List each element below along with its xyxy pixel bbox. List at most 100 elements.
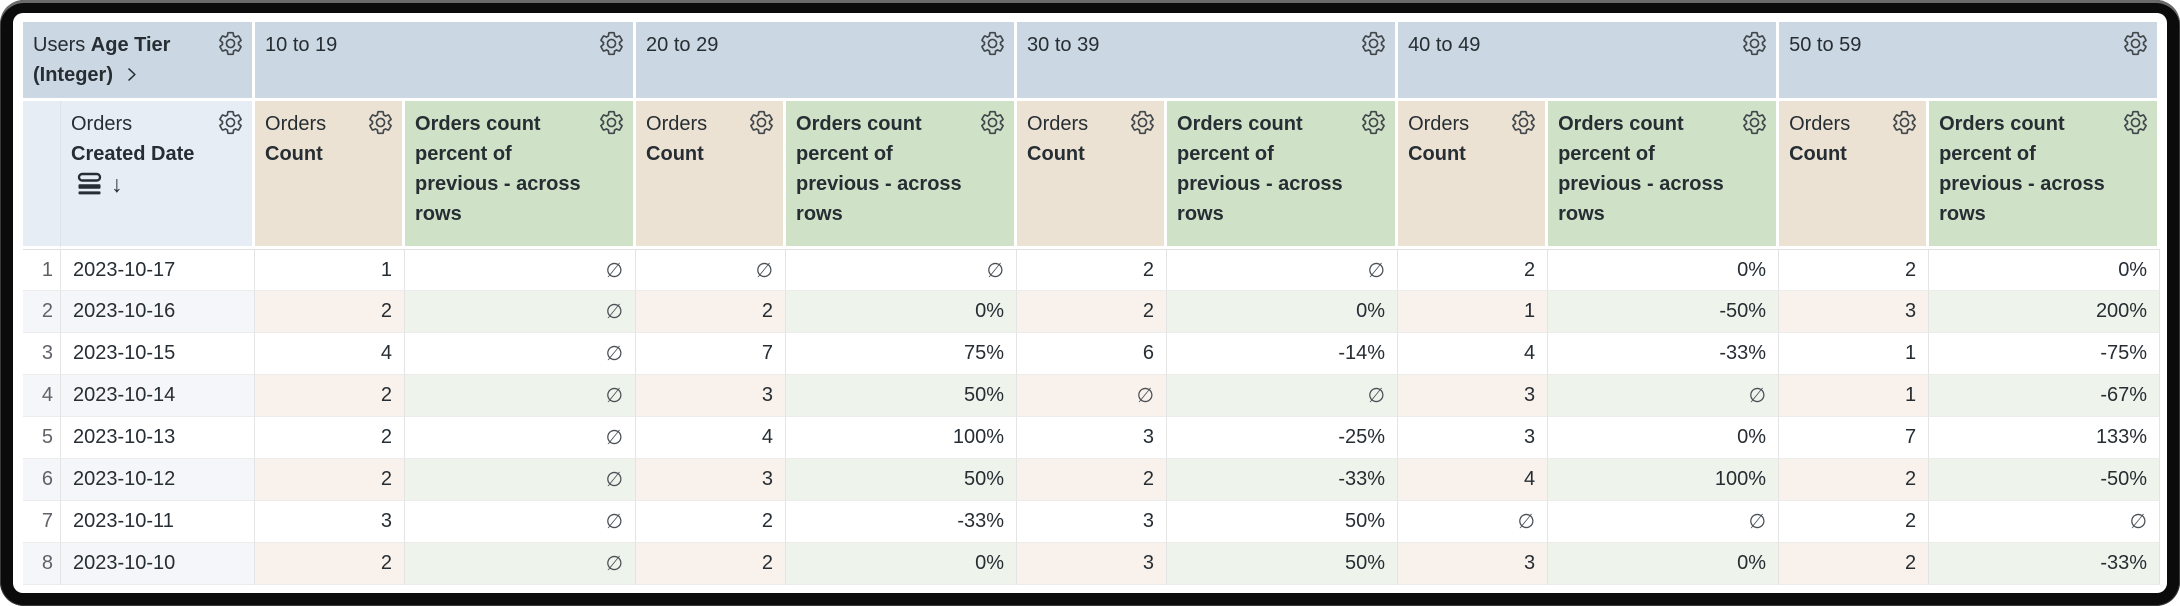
percent-cell[interactable]: ∅ bbox=[405, 333, 637, 375]
percent-of-previous-header[interactable]: Orders count percent of previous - acros… bbox=[1929, 101, 2161, 249]
percent-cell[interactable]: 0% bbox=[1548, 417, 1780, 459]
orders-count-cell[interactable]: 2 bbox=[1017, 459, 1168, 501]
pivot-header-20-to-29[interactable]: 20 to 29 bbox=[636, 22, 1018, 101]
percent-cell[interactable]: -75% bbox=[1929, 333, 2161, 375]
orders-count-cell[interactable]: 2 bbox=[636, 543, 787, 585]
date-cell[interactable]: 2023-10-15 bbox=[61, 333, 256, 375]
orders-count-cell[interactable]: 4 bbox=[1398, 459, 1549, 501]
orders-count-header[interactable]: Orders Count bbox=[1017, 101, 1168, 249]
orders-count-header[interactable]: Orders Count bbox=[1398, 101, 1549, 249]
percent-cell[interactable]: 50% bbox=[786, 459, 1018, 501]
percent-cell[interactable]: 50% bbox=[1167, 501, 1399, 543]
orders-count-cell[interactable]: 7 bbox=[636, 333, 787, 375]
orders-count-cell[interactable]: 1 bbox=[255, 249, 406, 291]
orders-count-cell[interactable]: 2 bbox=[636, 291, 787, 333]
orders-count-cell[interactable]: 3 bbox=[1017, 543, 1168, 585]
gear-icon[interactable] bbox=[1741, 30, 1768, 57]
gear-icon[interactable] bbox=[1510, 109, 1537, 136]
orders-count-cell[interactable]: ∅ bbox=[1398, 501, 1549, 543]
date-cell[interactable]: 2023-10-10 bbox=[61, 543, 256, 585]
percent-cell[interactable]: 0% bbox=[1167, 291, 1399, 333]
date-cell[interactable]: 2023-10-14 bbox=[61, 375, 256, 417]
percent-cell[interactable]: 0% bbox=[1548, 543, 1780, 585]
percent-cell[interactable]: 0% bbox=[786, 291, 1018, 333]
pivot-header-50-to-59[interactable]: 50 to 59 bbox=[1779, 22, 2161, 101]
orders-count-cell[interactable]: 4 bbox=[255, 333, 406, 375]
gear-icon[interactable] bbox=[217, 109, 244, 136]
percent-cell[interactable]: ∅ bbox=[405, 543, 637, 585]
orders-count-header[interactable]: Orders Count bbox=[1779, 101, 1930, 249]
pivot-header-40-to-49[interactable]: 40 to 49 bbox=[1398, 22, 1780, 101]
gear-icon[interactable] bbox=[367, 109, 394, 136]
gear-icon[interactable] bbox=[979, 30, 1006, 57]
sort-descending-arrow-icon[interactable]: ↓ bbox=[111, 171, 123, 197]
chevron-right-icon[interactable] bbox=[123, 66, 140, 83]
percent-of-previous-header[interactable]: Orders count percent of previous - acros… bbox=[1167, 101, 1399, 249]
orders-count-cell[interactable]: 3 bbox=[1779, 291, 1930, 333]
percent-of-previous-header[interactable]: Orders count percent of previous - acros… bbox=[1548, 101, 1780, 249]
gear-icon[interactable] bbox=[598, 109, 625, 136]
orders-count-cell[interactable]: 1 bbox=[1779, 375, 1930, 417]
percent-cell[interactable]: ∅ bbox=[1548, 375, 1780, 417]
percent-cell[interactable]: 0% bbox=[1548, 249, 1780, 291]
gear-icon[interactable] bbox=[1360, 30, 1387, 57]
date-column-header[interactable]: Orders Created Date ↓ bbox=[61, 101, 256, 249]
orders-count-cell[interactable]: 7 bbox=[1779, 417, 1930, 459]
orders-count-cell[interactable]: 3 bbox=[1017, 501, 1168, 543]
date-cell[interactable]: 2023-10-17 bbox=[61, 249, 256, 291]
date-cell[interactable]: 2023-10-16 bbox=[61, 291, 256, 333]
orders-count-cell[interactable]: 1 bbox=[1398, 291, 1549, 333]
percent-cell[interactable]: ∅ bbox=[405, 459, 637, 501]
percent-cell[interactable]: ∅ bbox=[405, 417, 637, 459]
orders-count-cell[interactable]: ∅ bbox=[1017, 375, 1168, 417]
percent-cell[interactable]: 50% bbox=[786, 375, 1018, 417]
percent-cell[interactable]: -50% bbox=[1548, 291, 1780, 333]
percent-cell[interactable]: ∅ bbox=[1167, 375, 1399, 417]
percent-cell[interactable]: ∅ bbox=[405, 501, 637, 543]
orders-count-cell[interactable]: 3 bbox=[636, 375, 787, 417]
orders-count-header[interactable]: Orders Count bbox=[636, 101, 787, 249]
orders-count-cell[interactable]: 2 bbox=[255, 375, 406, 417]
gear-icon[interactable] bbox=[1741, 109, 1768, 136]
orders-count-header[interactable]: Orders Count bbox=[255, 101, 406, 249]
orders-count-cell[interactable]: 2 bbox=[1017, 249, 1168, 291]
percent-cell[interactable]: 0% bbox=[786, 543, 1018, 585]
percent-cell[interactable]: 0% bbox=[1929, 249, 2161, 291]
percent-cell[interactable]: 100% bbox=[1548, 459, 1780, 501]
gear-icon[interactable] bbox=[2122, 109, 2149, 136]
orders-count-cell[interactable]: 2 bbox=[1779, 459, 1930, 501]
gear-icon[interactable] bbox=[1360, 109, 1387, 136]
orders-count-cell[interactable]: 2 bbox=[1779, 249, 1930, 291]
orders-count-cell[interactable]: 3 bbox=[636, 459, 787, 501]
orders-count-cell[interactable]: 3 bbox=[255, 501, 406, 543]
percent-cell[interactable]: -33% bbox=[1167, 459, 1399, 501]
date-cell[interactable]: 2023-10-13 bbox=[61, 417, 256, 459]
gear-icon[interactable] bbox=[598, 30, 625, 57]
orders-count-cell[interactable]: 4 bbox=[636, 417, 787, 459]
percent-cell[interactable]: 75% bbox=[786, 333, 1018, 375]
pivot-dimension-header[interactable]: Users Age Tier (Integer) bbox=[23, 22, 256, 101]
percent-cell[interactable]: ∅ bbox=[405, 291, 637, 333]
orders-count-cell[interactable]: 2 bbox=[1779, 543, 1930, 585]
percent-cell[interactable]: ∅ bbox=[786, 249, 1018, 291]
pivot-header-10-to-19[interactable]: 10 to 19 bbox=[255, 22, 637, 101]
orders-count-cell[interactable]: 2 bbox=[255, 459, 406, 501]
gear-icon[interactable] bbox=[217, 30, 244, 57]
orders-count-cell[interactable]: 4 bbox=[1398, 333, 1549, 375]
gear-icon[interactable] bbox=[979, 109, 1006, 136]
percent-cell[interactable]: ∅ bbox=[1548, 501, 1780, 543]
percent-of-previous-header[interactable]: Orders count percent of previous - acros… bbox=[405, 101, 637, 249]
orders-count-cell[interactable]: 2 bbox=[255, 291, 406, 333]
gear-icon[interactable] bbox=[1891, 109, 1918, 136]
percent-cell[interactable]: ∅ bbox=[1167, 249, 1399, 291]
percent-cell[interactable]: -33% bbox=[786, 501, 1018, 543]
percent-of-previous-header[interactable]: Orders count percent of previous - acros… bbox=[786, 101, 1018, 249]
percent-cell[interactable]: 133% bbox=[1929, 417, 2161, 459]
percent-cell[interactable]: 200% bbox=[1929, 291, 2161, 333]
percent-cell[interactable]: ∅ bbox=[1929, 501, 2161, 543]
orders-count-cell[interactable]: 2 bbox=[1779, 501, 1930, 543]
orders-count-cell[interactable]: 2 bbox=[255, 543, 406, 585]
orders-count-cell[interactable]: 6 bbox=[1017, 333, 1168, 375]
orders-count-cell[interactable]: 3 bbox=[1398, 375, 1549, 417]
orders-count-cell[interactable]: 2 bbox=[1398, 249, 1549, 291]
